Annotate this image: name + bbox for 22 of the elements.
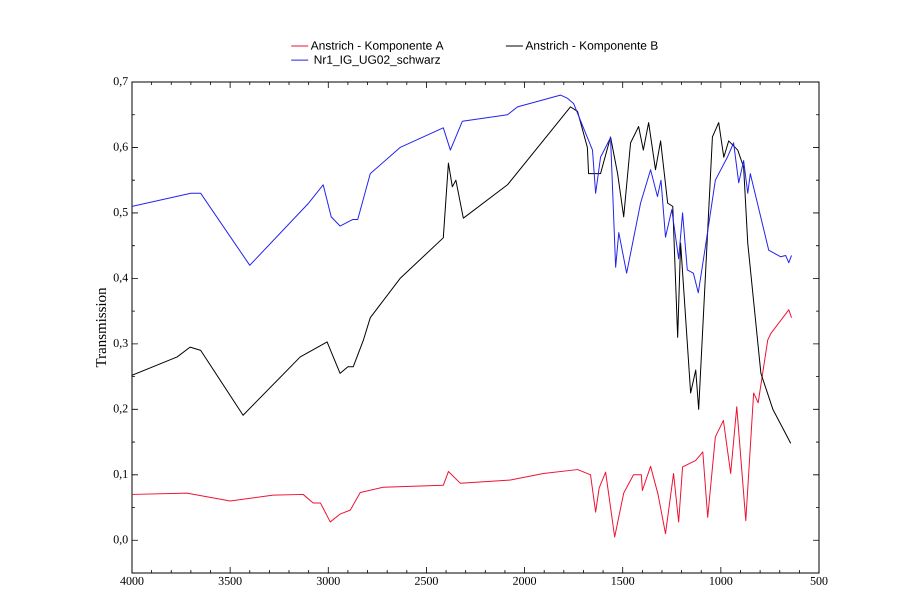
y-axis-title: Transmission	[96, 288, 106, 368]
line-series	[132, 309, 792, 538]
y-tick-label: 0,5	[114, 208, 128, 218]
y-tick-label: 0,0	[114, 535, 128, 546]
x-tick-label: 3000	[316, 576, 340, 585]
x-tick-label: 1000	[710, 576, 732, 585]
y-tick-label: 0,1	[114, 470, 128, 480]
y-tick-label: 0,7	[114, 77, 128, 87]
y-tick-label: 0,4	[114, 274, 128, 284]
legend-label: Nr1_IG_UG02_schwarz	[314, 55, 440, 66]
legend-label: Anstrich - Komponente A	[310, 40, 444, 52]
y-tick-label: 0,2	[114, 404, 128, 414]
x-tick-label: 500	[810, 576, 828, 585]
y-tick-label: 0,6	[114, 142, 128, 152]
y-tick-label: 0,3	[114, 338, 128, 349]
x-tick-label: 2000	[513, 576, 536, 585]
legend-label: Anstrich - Komponente B	[525, 40, 658, 52]
x-tick-label: 3500	[218, 576, 242, 585]
x-tick-label: 4000	[120, 576, 144, 585]
line-series	[132, 94, 792, 294]
x-tick-label: 2500	[415, 576, 438, 585]
x-tick-label: 1500	[612, 576, 634, 585]
